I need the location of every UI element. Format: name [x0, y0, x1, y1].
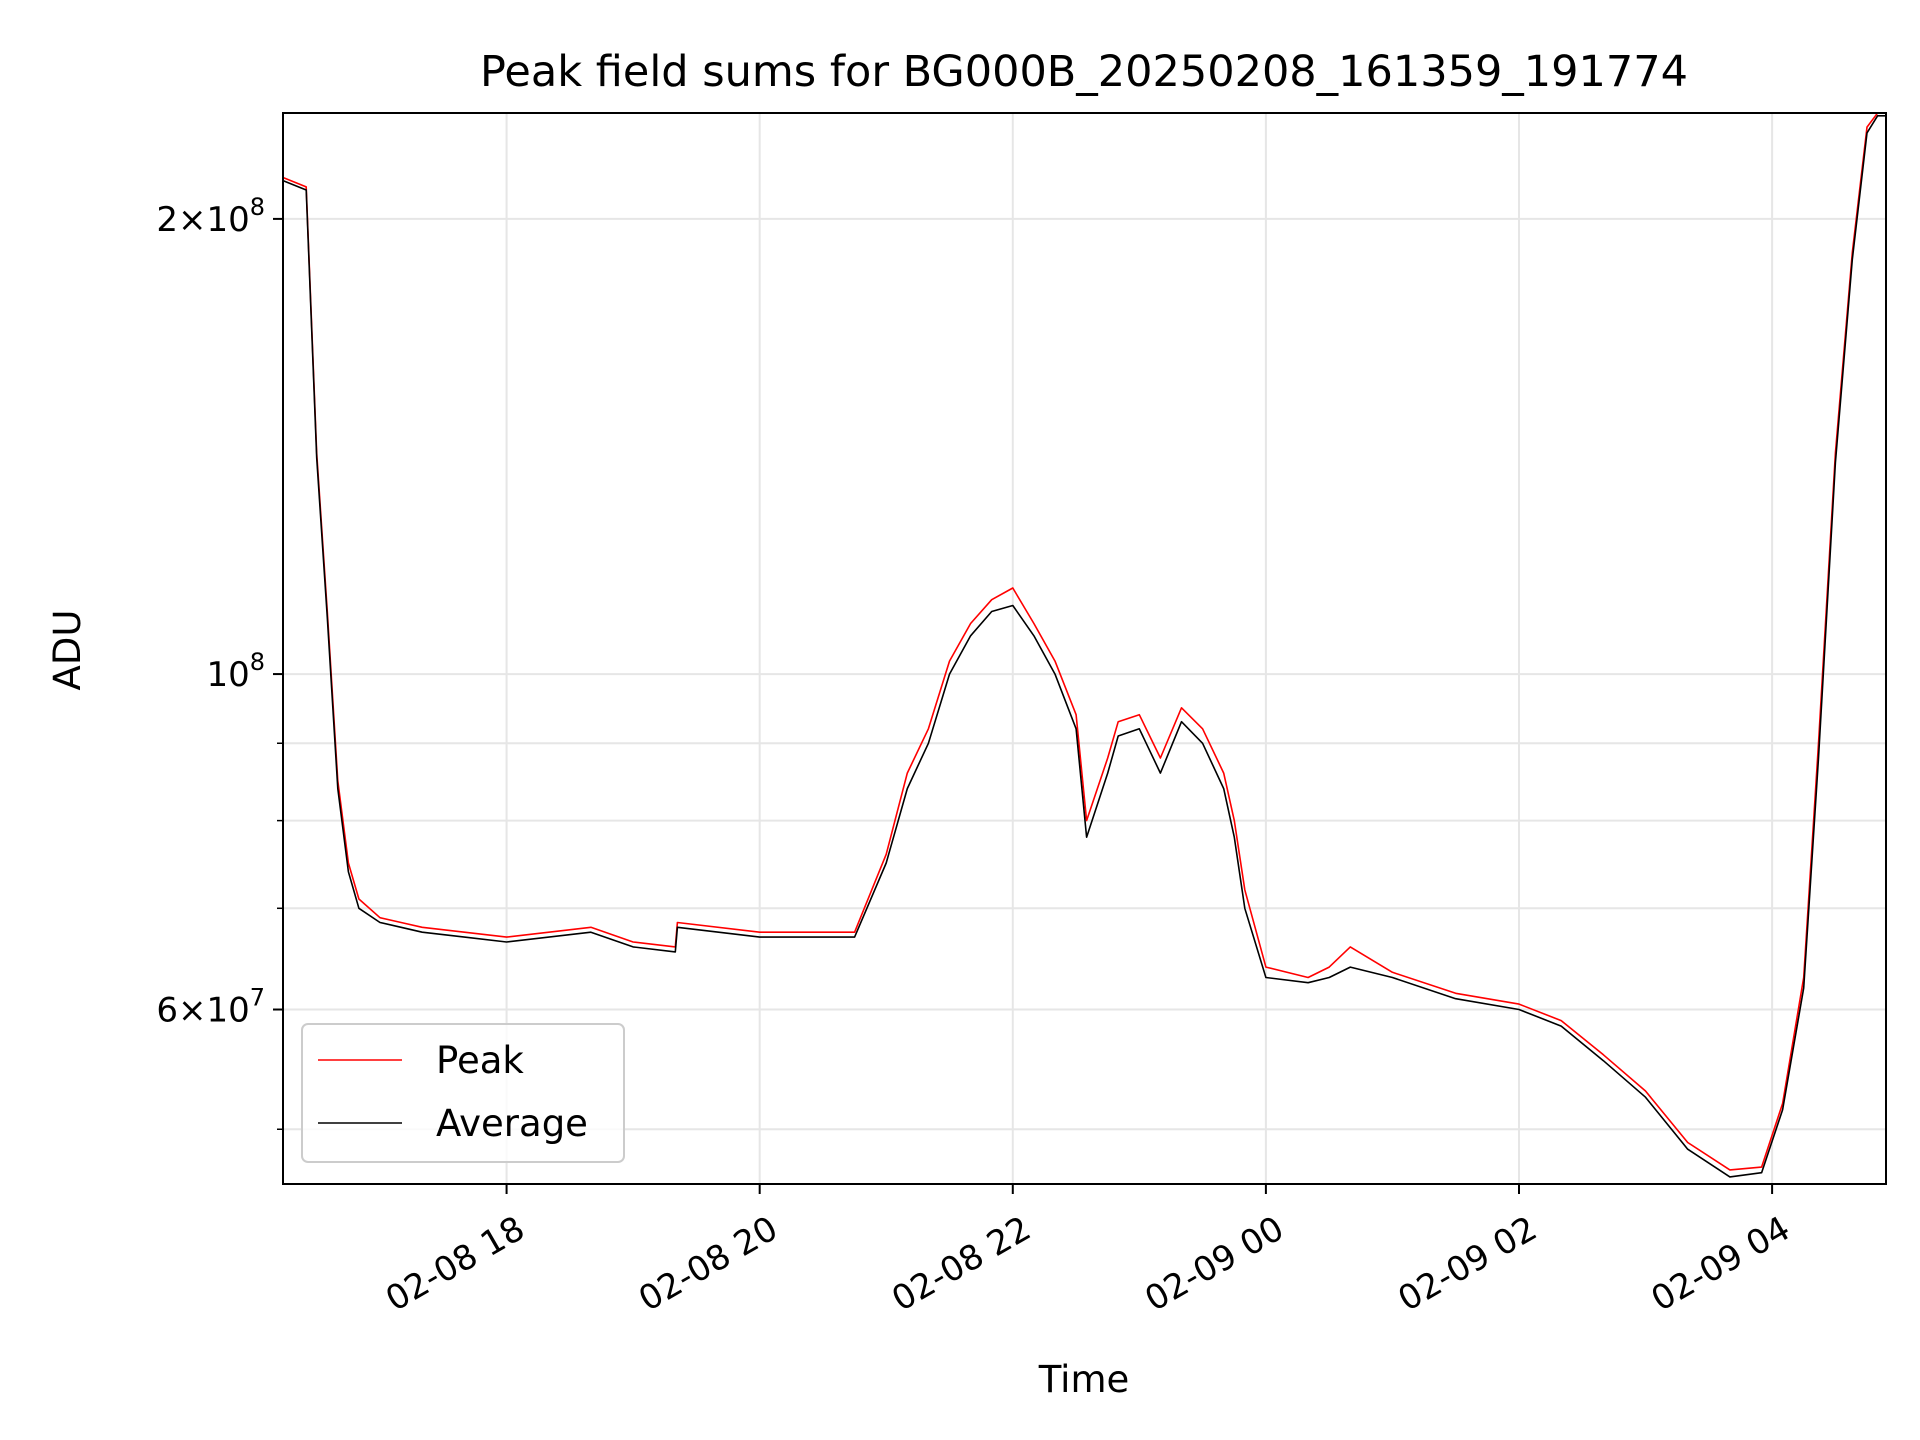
y-tick-label: 2×108: [156, 193, 265, 240]
series-line-average: [282, 115, 1886, 1178]
x-tick-label: 02-08 22: [885, 1209, 1037, 1320]
legend-label-average: Average: [436, 1102, 588, 1145]
x-axis-label: Time: [1038, 1358, 1130, 1401]
y-axis-label: ADU: [46, 610, 89, 691]
x-tick-label: 02-08 18: [379, 1209, 531, 1320]
plot-frame: [282, 112, 1887, 1185]
legend-label-peak: Peak: [436, 1039, 524, 1082]
grid-layer: [283, 113, 1886, 1184]
x-tick-label: 02-08 20: [632, 1209, 784, 1320]
x-tick-label: 02-09 00: [1138, 1209, 1290, 1320]
y-tick-label: 108: [206, 648, 265, 695]
series-layer: [282, 112, 1886, 1178]
x-tick-label: 02-09 04: [1645, 1209, 1797, 1320]
chart-title: Peak field sums for BG000B_20250208_1613…: [480, 47, 1688, 97]
legend-box: [301, 1023, 625, 1163]
y-tick-label: 6×107: [156, 984, 265, 1031]
series-line-peak: [282, 112, 1886, 1171]
legend: Peak Average: [301, 1023, 625, 1163]
x-tick-label: 02-09 02: [1392, 1209, 1544, 1320]
